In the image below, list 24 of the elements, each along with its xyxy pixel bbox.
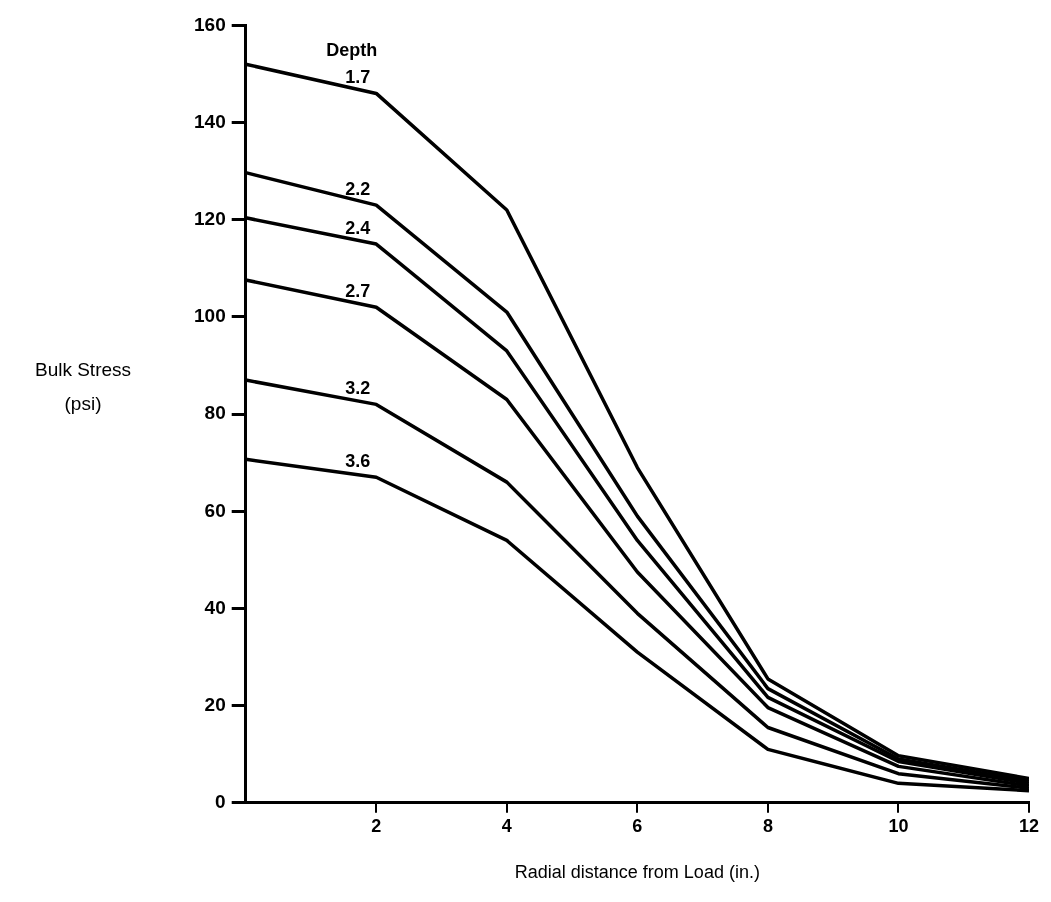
series-label: 3.6 — [345, 451, 371, 472]
x-tick-label: 8 — [762, 815, 773, 836]
y-tick-label: 160 — [194, 13, 226, 35]
y-tick-label: 140 — [194, 110, 226, 132]
series-label: 2.4 — [345, 218, 371, 239]
x-tick-label: 6 — [632, 815, 643, 836]
x-axis-title: Radial distance from Load (in.) — [514, 862, 760, 883]
y-axis-title: Bulk Stress (psi) — [33, 358, 133, 416]
y-tick-label: 80 — [204, 402, 226, 424]
x-tick-label: 10 — [888, 815, 909, 836]
x-tick-label: 4 — [501, 815, 512, 836]
y-tick-label: 100 — [194, 305, 226, 327]
series-label: 3.2 — [345, 378, 371, 399]
series-label: 1.7 — [345, 67, 371, 88]
series-label: 2.2 — [345, 179, 371, 200]
y-tick-label: 0 — [215, 791, 226, 813]
y-tick-label: 60 — [204, 499, 226, 521]
annotation: Depth — [326, 40, 378, 61]
y-tick-label: 20 — [204, 693, 226, 715]
x-tick-label: 12 — [1018, 815, 1040, 836]
x-tick-label: 2 — [371, 815, 382, 836]
y-tick-label: 40 — [204, 596, 226, 618]
series-label: 2.7 — [345, 281, 371, 302]
y-tick-label: 120 — [194, 207, 226, 229]
